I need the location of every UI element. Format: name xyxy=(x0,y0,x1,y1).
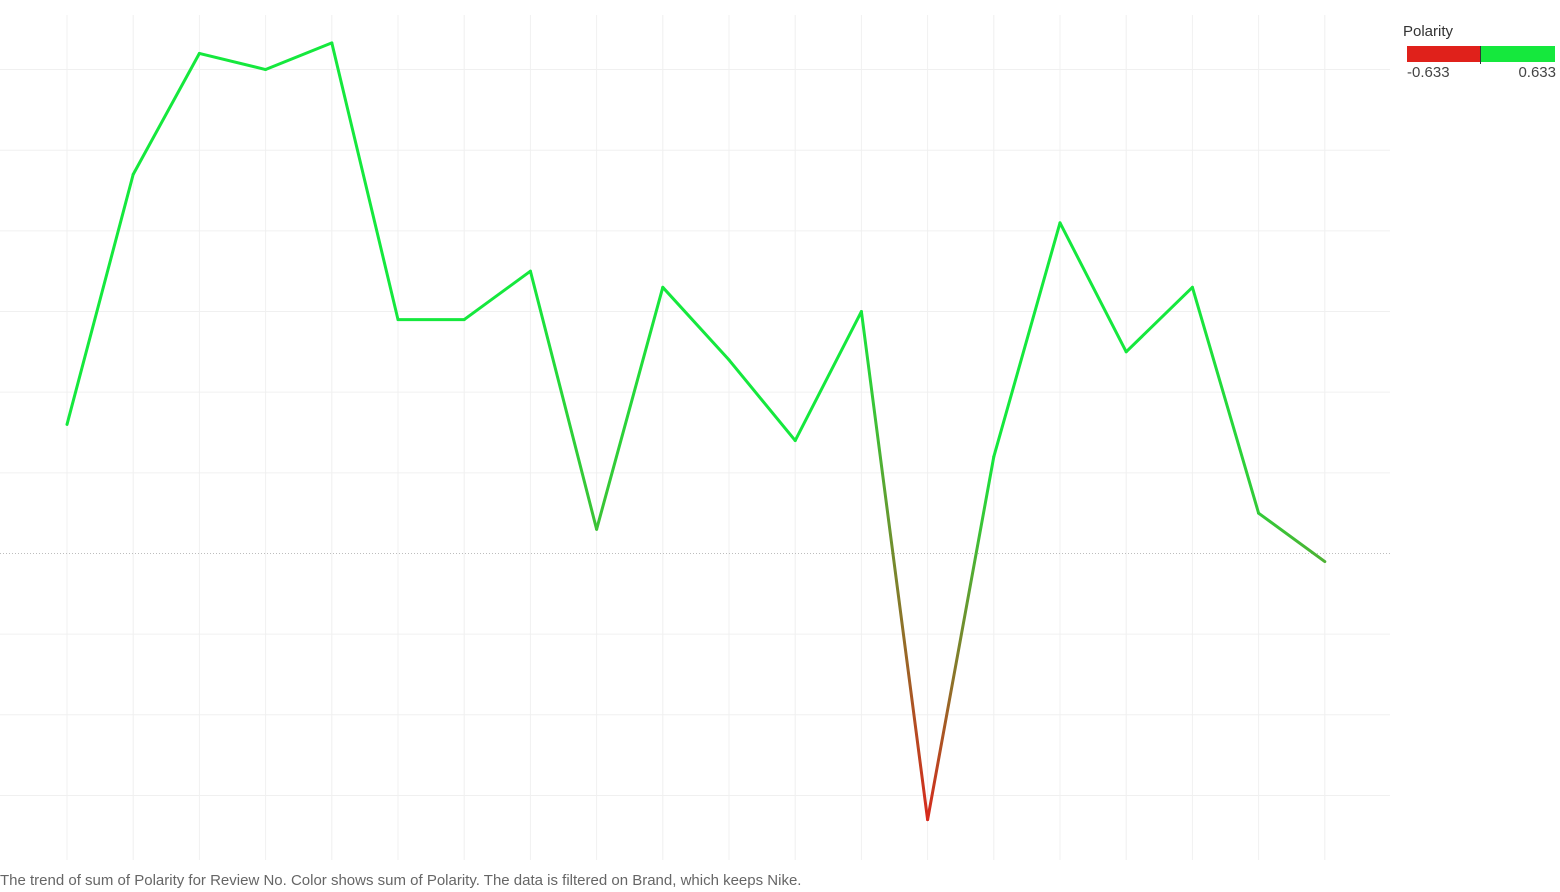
data-point[interactable] xyxy=(723,354,735,366)
data-point[interactable] xyxy=(922,814,934,826)
series-line-segment xyxy=(661,285,731,362)
series-line-segment xyxy=(1257,511,1327,564)
data-point[interactable] xyxy=(591,523,603,535)
data-point[interactable] xyxy=(1319,556,1331,568)
series-line-segment xyxy=(1190,285,1261,515)
series-line-segment xyxy=(264,41,334,72)
series-line-segment xyxy=(197,51,268,72)
series-line-segment xyxy=(330,41,400,322)
data-point[interactable] xyxy=(127,168,139,180)
series-line-segment xyxy=(992,221,1062,459)
data-point[interactable] xyxy=(789,435,801,447)
data-point[interactable] xyxy=(260,64,272,76)
data-point[interactable] xyxy=(657,281,669,293)
legend-title: Polarity xyxy=(1403,23,1454,40)
series-line-segment xyxy=(595,285,665,531)
legend-midpoint-tick xyxy=(1480,46,1481,64)
legend-min-label: -0.633 xyxy=(1407,64,1450,81)
series-line-segment xyxy=(462,269,532,322)
polarity-series xyxy=(61,37,1331,826)
series-line-segment xyxy=(528,269,599,531)
data-point[interactable] xyxy=(855,306,867,318)
legend-color-ramp xyxy=(1407,46,1555,64)
color-legend: Polarity -0.633 0.633 xyxy=(1403,23,1558,84)
data-point[interactable] xyxy=(1186,281,1198,293)
data-point[interactable] xyxy=(1054,217,1066,229)
legend-max-label: 0.633 xyxy=(1518,64,1556,81)
data-point[interactable] xyxy=(193,47,205,59)
series-line-segment xyxy=(727,358,797,443)
legend-positive-swatch xyxy=(1481,46,1555,62)
data-point[interactable] xyxy=(524,265,536,277)
series-line-segment xyxy=(65,172,135,426)
data-point[interactable] xyxy=(1253,507,1265,519)
series-line-segment xyxy=(1124,285,1194,354)
series-line-segment xyxy=(131,51,201,176)
series-line-segment xyxy=(926,455,996,822)
legend-negative-swatch xyxy=(1407,46,1481,62)
data-point[interactable] xyxy=(61,418,73,430)
chart-caption: The trend of sum of Polarity for Review … xyxy=(0,872,802,889)
data-point[interactable] xyxy=(988,451,1000,463)
data-point[interactable] xyxy=(458,314,470,326)
series-line-segment xyxy=(859,310,930,822)
data-point[interactable] xyxy=(326,37,338,49)
series-line-segment xyxy=(1058,221,1128,354)
series-line-segment xyxy=(793,310,863,443)
data-point[interactable] xyxy=(392,314,404,326)
grid-layer xyxy=(0,15,1390,860)
data-point[interactable] xyxy=(1120,346,1132,358)
